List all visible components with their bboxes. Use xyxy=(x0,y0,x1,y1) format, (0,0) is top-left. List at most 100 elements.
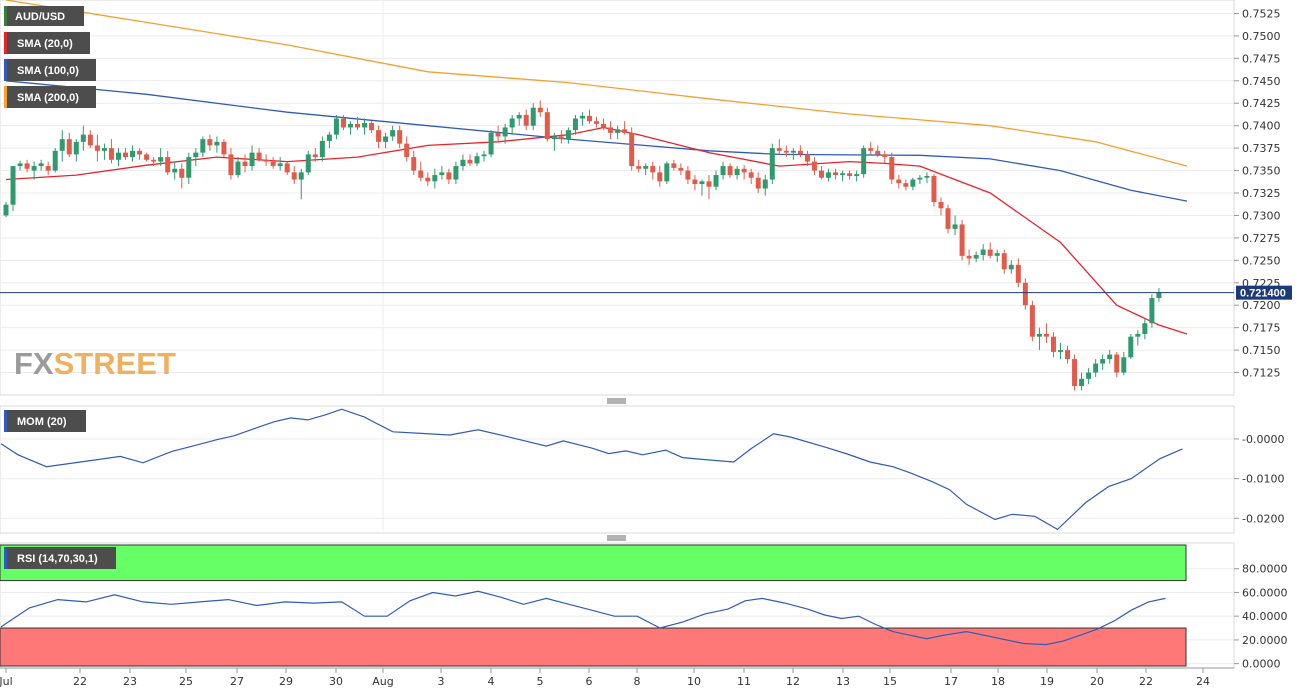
sma-100-legend-box[interactable] xyxy=(4,59,96,81)
candle-body xyxy=(1107,354,1113,360)
candle-body xyxy=(537,107,543,113)
candle-body xyxy=(650,166,656,173)
momentum-grid xyxy=(0,408,1234,531)
rsi-line xyxy=(0,590,1166,646)
candle-body xyxy=(207,139,213,146)
sma-200-legend-box[interactable] xyxy=(4,86,96,108)
rsi-tick-label: 60.0000 xyxy=(1242,586,1288,599)
candle-body xyxy=(840,173,846,176)
rsi-tick-label: 80.0000 xyxy=(1242,563,1288,576)
price-tick-label: 0.7350 xyxy=(1242,165,1281,178)
candle-body xyxy=(31,166,37,171)
time-tick-label: 15 xyxy=(883,675,897,688)
candle-body xyxy=(931,175,937,202)
candle-body xyxy=(1121,357,1127,373)
candle-body xyxy=(523,114,529,126)
candle-body xyxy=(1001,253,1007,270)
candle-body xyxy=(179,168,185,178)
candle-body xyxy=(495,132,501,137)
symbol-color-marker xyxy=(4,6,7,26)
candle-body xyxy=(1135,333,1141,337)
candle-body xyxy=(1086,372,1092,379)
candle-body xyxy=(586,115,592,122)
candle-body xyxy=(312,154,318,158)
candle-body xyxy=(1036,333,1042,337)
candle-body xyxy=(818,170,824,178)
candle-body xyxy=(727,166,733,176)
candle-body xyxy=(544,112,550,140)
price-grid xyxy=(0,0,1234,395)
price-tick-label: 0.7175 xyxy=(1242,322,1281,335)
candle-body xyxy=(333,118,339,135)
candle-body xyxy=(980,249,986,255)
price-tick-label: 0.7525 xyxy=(1242,7,1281,20)
candle-body xyxy=(530,107,536,126)
chart-legend[interactable]: AUD/USD SMA (20,0) SMA (100,0) SMA (200,… xyxy=(4,6,96,108)
candle-body xyxy=(87,134,93,146)
candle-body xyxy=(910,179,916,187)
candle-body xyxy=(748,172,754,178)
candle-body xyxy=(200,139,206,153)
candle-body xyxy=(151,159,157,162)
candle-body xyxy=(130,150,136,158)
candle-body xyxy=(1008,264,1014,270)
candle-body xyxy=(917,177,923,180)
sma-200-color-marker xyxy=(4,86,7,108)
candle-body xyxy=(193,152,199,158)
rsi-color-marker xyxy=(4,547,7,569)
candle-body xyxy=(776,148,782,151)
momentum-legend-box[interactable] xyxy=(4,410,86,432)
momentum-tick-label: -0.0000 xyxy=(1242,433,1284,446)
price-tick-label: 0.7450 xyxy=(1242,75,1281,88)
candle-body xyxy=(783,150,789,153)
candle-body xyxy=(52,150,58,171)
time-tick-label: 3 xyxy=(438,675,445,688)
rsi-legend-box[interactable] xyxy=(4,547,116,569)
sma-20-legend-box[interactable] xyxy=(4,32,90,54)
candle-body xyxy=(797,150,803,155)
candle-body xyxy=(579,115,585,119)
candle-body xyxy=(355,123,360,128)
candle-body xyxy=(214,141,220,146)
price-axis: 0.7525 0.7500 0.7475 0.7450 0.7425 0.7400 0.73… xyxy=(1234,7,1281,380)
symbol-label-box[interactable] xyxy=(4,6,84,26)
candle-body xyxy=(172,168,178,173)
momentum-axis: -0.0000 -0.0100 -0.0200 xyxy=(1234,433,1284,525)
pane-divider-handle-1[interactable] xyxy=(607,398,626,404)
time-tick-label: 29 xyxy=(279,675,293,688)
candle-body xyxy=(875,150,881,155)
time-tick-label: 5 xyxy=(537,675,544,688)
time-tick-label: 13 xyxy=(836,675,850,688)
candle-body xyxy=(615,129,621,133)
time-tick-label: 10 xyxy=(687,675,701,688)
candle-body xyxy=(657,172,663,182)
candle-body xyxy=(973,254,979,259)
candle-body xyxy=(1156,292,1162,299)
pane-divider-handle-2[interactable] xyxy=(607,535,626,541)
candle-body xyxy=(397,130,403,144)
price-tick-label: 0.7500 xyxy=(1242,30,1281,43)
candle-body xyxy=(1043,333,1049,337)
candle-body xyxy=(622,129,628,133)
candle-body xyxy=(488,132,494,155)
time-tick-label: 19 xyxy=(1040,675,1054,688)
candle-body xyxy=(896,179,902,184)
time-tick-label: 18 xyxy=(991,675,1005,688)
candle-body xyxy=(453,166,459,180)
candle-body xyxy=(804,154,810,162)
candle-body xyxy=(347,123,353,128)
candle-body xyxy=(938,201,944,209)
price-pane-background xyxy=(0,0,1235,396)
time-tick-label: 30 xyxy=(329,675,343,688)
time-tick-label: Jul xyxy=(0,675,13,688)
candle-body xyxy=(987,249,993,256)
momentum-legend-label: MOM (20) xyxy=(17,416,67,428)
candle-body xyxy=(1015,264,1021,283)
candle-body xyxy=(671,163,677,168)
candle-body xyxy=(249,152,255,167)
last-price-tag-background xyxy=(1236,285,1292,300)
candle-body xyxy=(45,166,51,171)
time-tick-label: 23 xyxy=(123,675,137,688)
sma-100-legend-label: SMA (100,0) xyxy=(17,65,79,77)
